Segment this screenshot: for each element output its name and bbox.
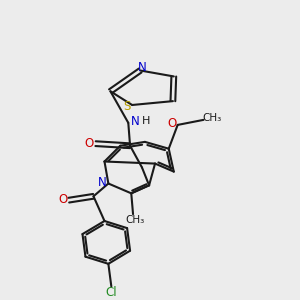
Text: Cl: Cl (106, 286, 117, 299)
Text: S: S (123, 100, 130, 113)
Text: N: N (130, 115, 139, 128)
Text: O: O (168, 117, 177, 130)
Text: CH₃: CH₃ (203, 113, 222, 123)
Text: CH₃: CH₃ (125, 214, 144, 224)
Text: O: O (58, 193, 68, 206)
Text: O: O (84, 136, 94, 150)
Text: N: N (98, 176, 106, 189)
Text: H: H (142, 116, 150, 126)
Text: N: N (138, 61, 147, 74)
